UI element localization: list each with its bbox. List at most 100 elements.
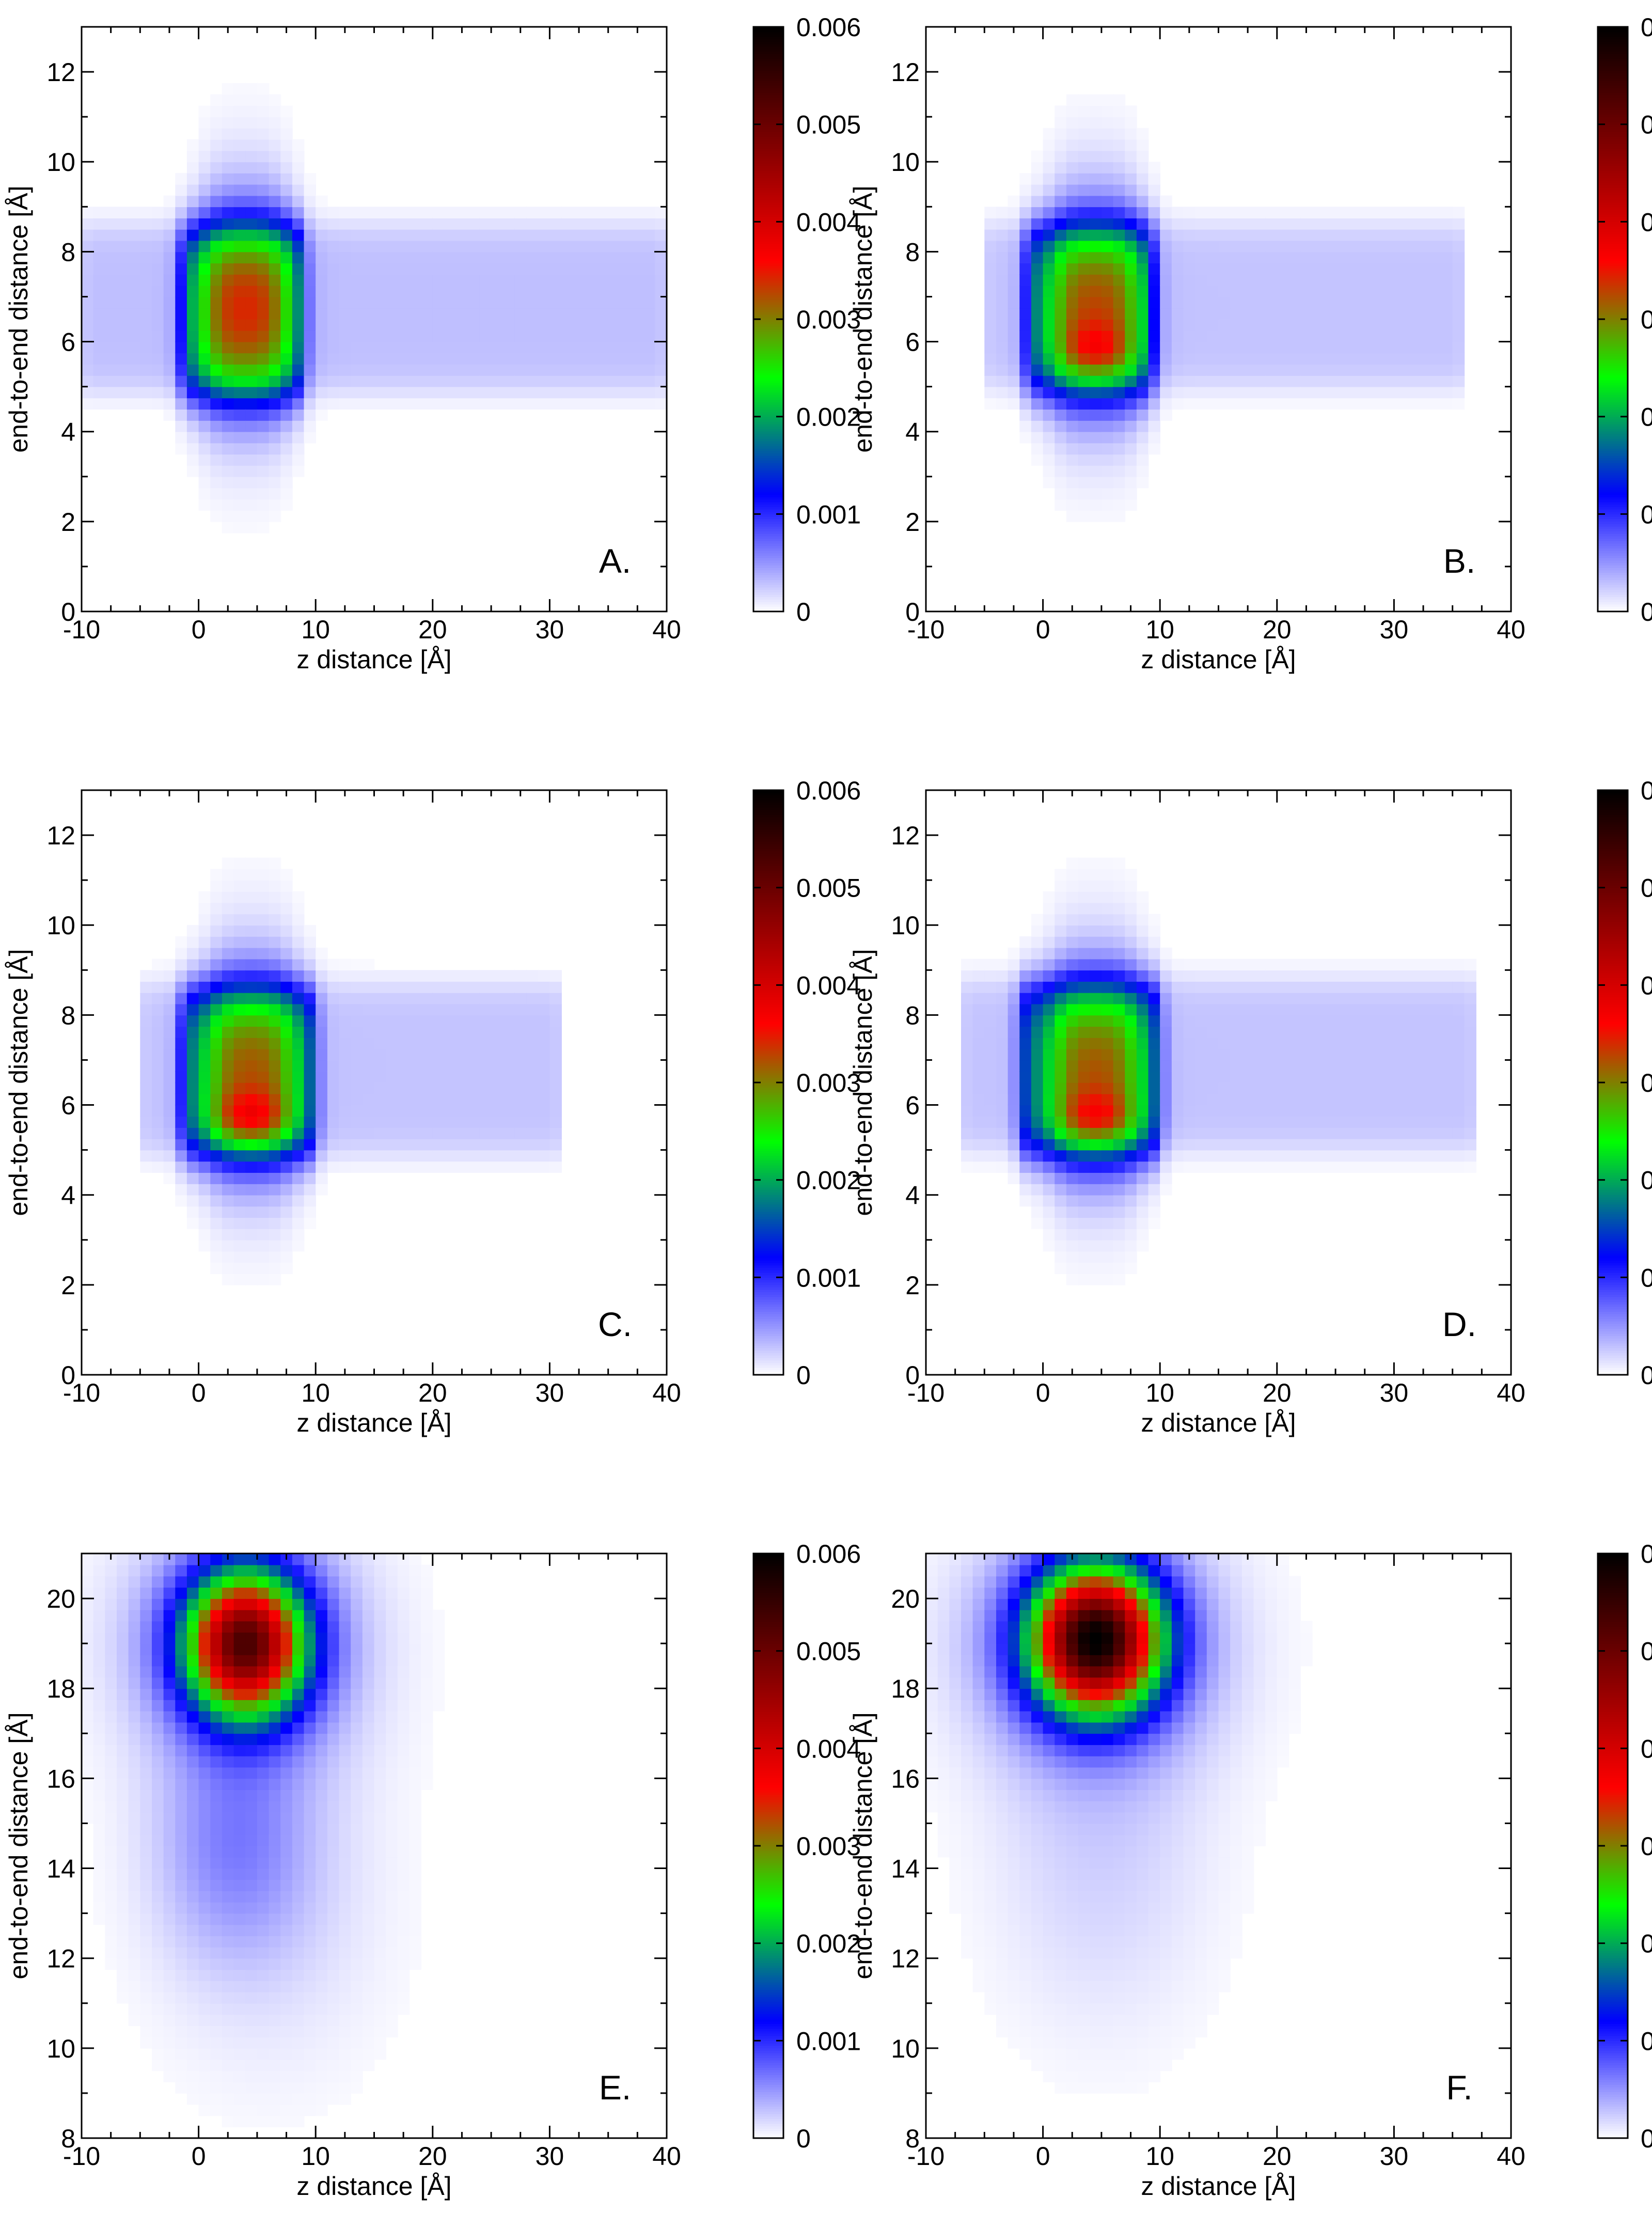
heatmap-cell	[596, 375, 609, 387]
heatmap-cell	[257, 95, 270, 106]
heatmap-cell	[643, 207, 656, 218]
heatmap-cell	[503, 1127, 515, 1139]
heatmap-cell	[1254, 364, 1266, 376]
heatmap-cell	[1125, 454, 1137, 466]
heatmap-cell	[1347, 297, 1360, 309]
heatmap-cell	[1102, 1082, 1114, 1094]
heatmap-cell	[1230, 207, 1242, 218]
heatmap-cell	[445, 1015, 457, 1027]
heatmap-cell	[1137, 364, 1149, 376]
colorbar-segment	[753, 995, 783, 997]
heatmap-cell	[1195, 218, 1207, 230]
heatmap-cell	[421, 981, 433, 993]
heatmap-cell	[1289, 319, 1301, 331]
colorbar-segment	[753, 1199, 783, 1202]
heatmap-cell	[1184, 387, 1196, 399]
heatmap-cell	[257, 1274, 270, 1285]
y-tick-label: 12	[46, 58, 75, 87]
heatmap-cell	[1055, 1004, 1067, 1016]
heatmap-cell	[280, 903, 293, 915]
heatmap-cell	[82, 342, 94, 354]
colorbar-segment	[753, 807, 783, 810]
heatmap-cell	[1113, 1161, 1126, 1173]
heatmap-cell	[304, 173, 317, 185]
heatmap-cell	[164, 1004, 176, 1016]
heatmap-cell	[1078, 936, 1091, 948]
colorbar-segment	[753, 461, 783, 463]
heatmap-cell	[245, 1015, 258, 1027]
heatmap-cell	[175, 1161, 187, 1173]
colorbar-segment	[753, 360, 783, 363]
heatmap-cell	[292, 1094, 305, 1106]
colorbar-segment	[753, 1355, 783, 1358]
heatmap-cell	[199, 432, 211, 444]
heatmap-cell	[1195, 297, 1207, 309]
heatmap-cell	[1019, 252, 1032, 263]
heatmap-cell	[1125, 375, 1137, 387]
heatmap-cell	[1148, 387, 1161, 399]
heatmap-cell	[1172, 252, 1184, 263]
heatmap-cell	[199, 364, 211, 376]
heatmap-cell	[269, 443, 281, 455]
heatmap-cell	[1066, 319, 1079, 331]
heatmap-cell	[164, 1071, 176, 1083]
heatmap-cell	[1335, 1026, 1348, 1038]
heatmap-cell	[304, 364, 317, 376]
heatmap-cell	[199, 229, 211, 241]
heatmap-cell	[514, 263, 527, 275]
colorbar-segment	[753, 1336, 783, 1339]
heatmap-cell	[1160, 375, 1172, 387]
heatmap-cell	[1418, 398, 1430, 410]
colorbar-segment	[753, 868, 783, 871]
colorbar-segment	[1598, 115, 1628, 117]
heatmap-cell	[398, 286, 410, 297]
heatmap-cell	[538, 1004, 550, 1016]
heatmap-cell	[1125, 1217, 1137, 1229]
heatmap-cell	[1066, 1172, 1079, 1184]
heatmap-cell	[257, 1105, 270, 1117]
heatmap-cell	[327, 1127, 340, 1139]
heatmap-cell	[398, 1071, 410, 1083]
colorbar-segment	[753, 800, 783, 803]
colorbar-tick-label: 0.006	[796, 13, 861, 42]
heatmap-cell	[421, 1082, 433, 1094]
heatmap-cell	[526, 353, 539, 365]
heatmap-cell	[1172, 1161, 1184, 1173]
heatmap-cell	[984, 1038, 997, 1049]
heatmap-cell	[1418, 959, 1430, 971]
heatmap-cell	[1300, 1060, 1313, 1072]
colorbar-segment	[753, 980, 783, 983]
colorbar-segment	[753, 1299, 783, 1302]
colorbar-segment	[753, 803, 783, 805]
heatmap-cell	[175, 1082, 187, 1094]
heatmap-cell	[1265, 970, 1278, 982]
heatmap-cell	[1066, 1150, 1079, 1162]
heatmap-cell	[1137, 274, 1149, 286]
heatmap-cell	[140, 207, 152, 218]
heatmap-cell	[187, 1004, 199, 1016]
colorbar-segment	[1598, 163, 1628, 166]
colorbar-segment	[753, 917, 783, 919]
heatmap-cell	[140, 319, 152, 331]
heatmap-cell	[1008, 308, 1020, 320]
heatmap-cell	[164, 196, 176, 208]
heatmap-cell	[1429, 207, 1441, 218]
heatmap-cell	[351, 331, 363, 342]
heatmap-cell	[561, 274, 574, 286]
heatmap-cell	[234, 948, 246, 960]
heatmap-cell	[1254, 207, 1266, 218]
heatmap-cell	[596, 353, 609, 365]
heatmap-cell	[1078, 319, 1091, 331]
heatmap-cell	[1382, 342, 1395, 354]
colorbar-segment	[753, 1316, 783, 1319]
heatmap-cell	[327, 387, 340, 399]
heatmap-cell	[585, 229, 597, 241]
heatmap-cell	[538, 1082, 550, 1094]
heatmap-cell	[363, 1038, 375, 1049]
heatmap-cell	[374, 241, 387, 253]
colorbar-segment	[753, 1231, 783, 1234]
heatmap-cell	[1031, 286, 1044, 297]
heatmap-cell	[549, 981, 562, 993]
heatmap-cell	[222, 196, 234, 208]
heatmap-cell	[175, 993, 187, 1005]
